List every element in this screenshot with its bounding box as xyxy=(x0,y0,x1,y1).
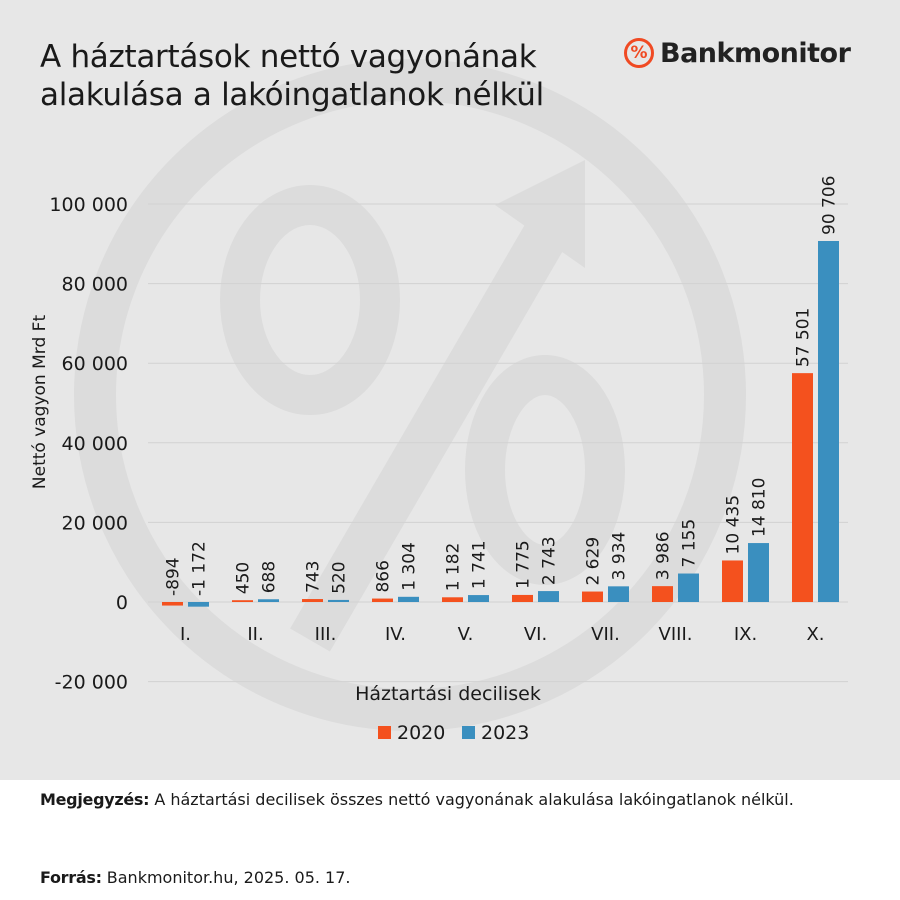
x-tick-label: X. xyxy=(806,624,824,645)
data-label: 450 xyxy=(234,562,254,594)
bar-2020 xyxy=(442,597,463,602)
bar-2020 xyxy=(372,598,393,602)
data-label: 7 155 xyxy=(680,519,700,568)
data-label: 1 304 xyxy=(400,542,420,591)
data-label: 3 986 xyxy=(654,531,674,580)
bar-2020 xyxy=(582,591,603,602)
data-label: 1 775 xyxy=(514,540,534,589)
x-tick-label: III. xyxy=(315,624,337,645)
bar-2023 xyxy=(258,599,279,602)
legend-swatch-2023 xyxy=(462,726,475,739)
bar-2023 xyxy=(328,599,349,602)
bar-2020 xyxy=(302,599,323,602)
y-tick-label: 20 000 xyxy=(62,512,128,534)
data-label: -1 172 xyxy=(190,541,210,596)
data-label: 14 810 xyxy=(750,478,770,537)
y-tick-label: 80 000 xyxy=(62,274,128,296)
legend-label-2023: 2023 xyxy=(481,722,529,744)
x-tick-label: VI. xyxy=(524,624,547,645)
x-axis-title: Háztartási decilisek xyxy=(355,683,541,705)
y-axis-title: Nettó vagyon Mrd Ft xyxy=(30,315,50,490)
y-tick-label: -20 000 xyxy=(55,672,128,694)
data-label: 10 435 xyxy=(724,495,744,554)
bar-2020 xyxy=(512,594,533,602)
data-label: 57 501 xyxy=(794,308,814,367)
source-text: Bankmonitor.hu, 2025. 05. 17. xyxy=(101,868,351,887)
bar-2023 xyxy=(188,602,209,607)
chart-card: A háztartások nettó vagyonának alakulása… xyxy=(0,0,900,780)
y-tick-label: 100 000 xyxy=(49,194,128,216)
x-tick-label: I. xyxy=(180,624,191,645)
bar-2023 xyxy=(678,573,699,602)
bar-2020 xyxy=(232,600,253,602)
data-label: 743 xyxy=(304,561,324,593)
bar-2023 xyxy=(748,543,769,602)
data-label: 2 629 xyxy=(584,537,604,586)
y-tick-label: 40 000 xyxy=(62,433,128,455)
bar-chart: -20 000 0 20 000 40 000 60 000 80 000 100 000 N… xyxy=(30,176,848,744)
x-tick-label: IX. xyxy=(734,624,757,645)
x-tick-label: IV. xyxy=(385,624,406,645)
bar-2023 xyxy=(608,586,629,602)
percent-circle-icon: % xyxy=(624,38,654,68)
data-label: 1 182 xyxy=(444,543,464,592)
bar-2023 xyxy=(398,596,419,602)
source-label: Forrás: xyxy=(40,868,102,887)
data-label: 866 xyxy=(374,560,394,592)
brand-logo: % Bankmonitor xyxy=(624,36,851,70)
data-label: 2 743 xyxy=(540,536,560,585)
data-label: -894 xyxy=(164,557,184,596)
data-label: 1 741 xyxy=(470,540,490,589)
chart-title: A háztartások nettó vagyonának alakulása… xyxy=(40,38,600,114)
bar-2023 xyxy=(538,591,559,602)
data-label: 520 xyxy=(330,561,350,593)
note-label: Megjegyzés: xyxy=(40,790,150,809)
y-tick-label: 0 xyxy=(116,592,128,614)
data-label: 688 xyxy=(260,561,280,593)
percent-watermark-icon xyxy=(74,59,746,731)
bar-2023 xyxy=(818,240,839,603)
title-line-2: alakulása a lakóingatlanok nélkül xyxy=(40,77,544,113)
bar-2023 xyxy=(468,595,489,602)
bar-2020 xyxy=(792,373,813,602)
bar-2020 xyxy=(722,560,743,602)
footnote: Megjegyzés: A háztartási decilisek össze… xyxy=(40,790,794,809)
note-text: A háztartási decilisek összes nettó vagy… xyxy=(149,790,794,809)
x-tick-label: V. xyxy=(458,624,474,645)
source: Forrás: Bankmonitor.hu, 2025. 05. 17. xyxy=(40,868,351,887)
legend-swatch-2020 xyxy=(378,726,391,739)
bar-2020 xyxy=(652,586,673,602)
title-line-1: A háztartások nettó vagyonának xyxy=(40,39,537,75)
x-tick-label: VIII. xyxy=(659,624,693,645)
data-label: 3 934 xyxy=(610,532,630,581)
bar-2020 xyxy=(162,602,183,606)
legend-label-2020: 2020 xyxy=(397,722,445,744)
x-tick-label: VII. xyxy=(591,624,620,645)
data-label: 90 706 xyxy=(820,176,840,235)
brand-name: Bankmonitor xyxy=(660,37,851,69)
y-tick-label: 60 000 xyxy=(62,353,128,375)
x-tick-label: II. xyxy=(247,624,263,645)
